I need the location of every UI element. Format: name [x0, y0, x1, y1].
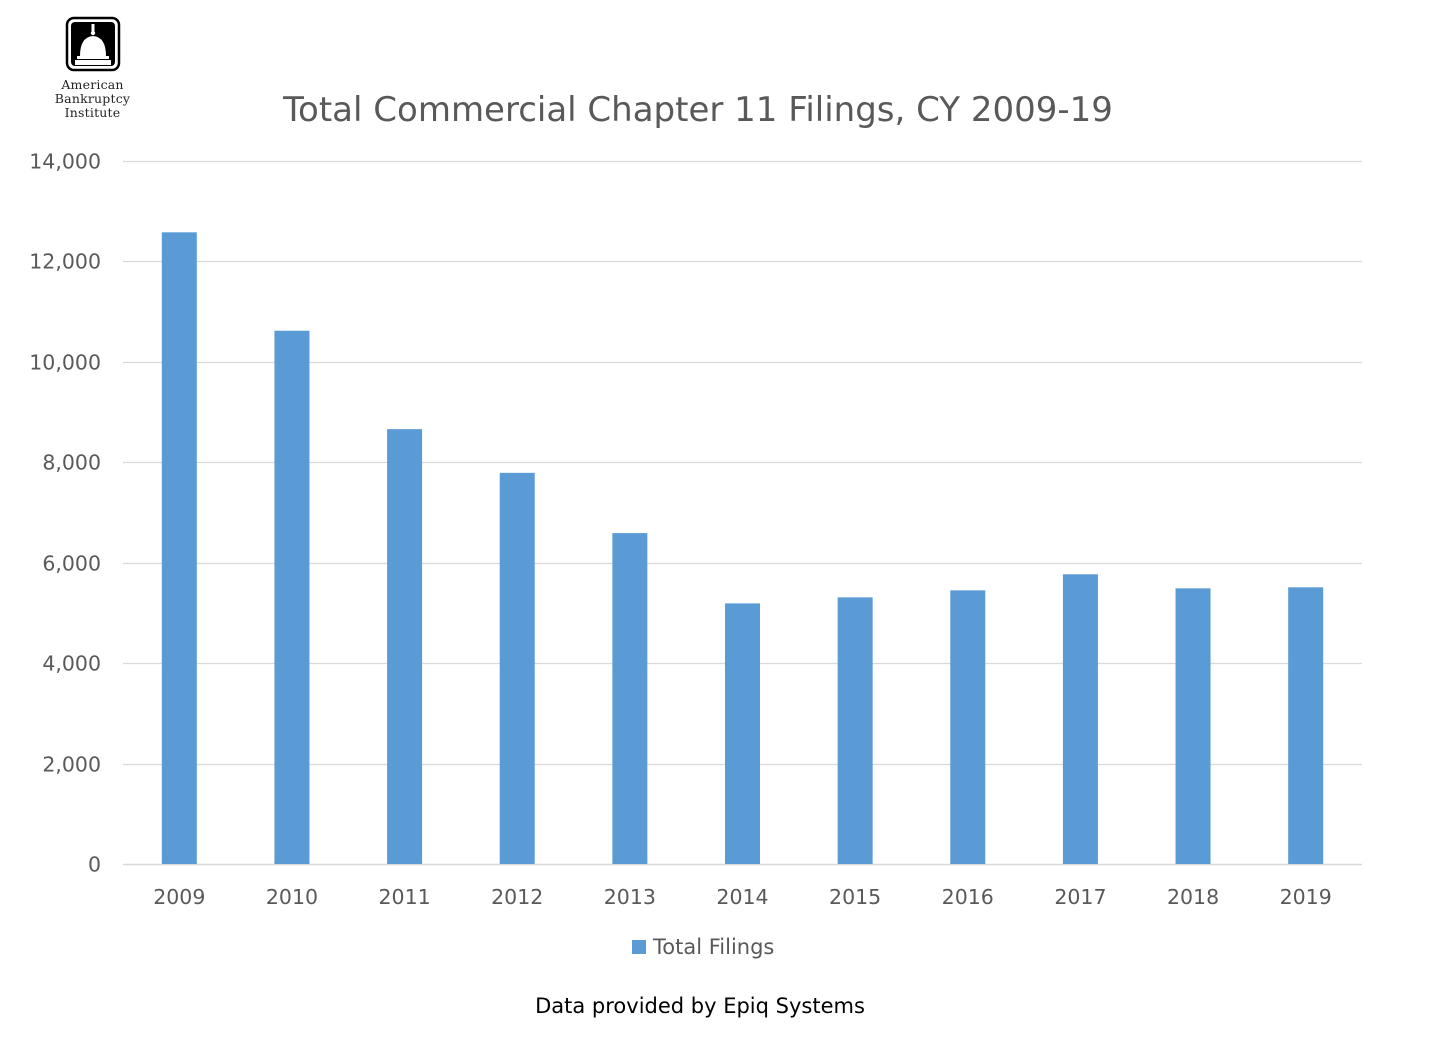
bars	[161, 232, 1324, 865]
legend-swatch	[632, 940, 646, 954]
y-tick-label: 10,000	[29, 351, 101, 375]
x-tick-label: 2009	[153, 885, 205, 909]
y-tick-label: 6,000	[42, 552, 101, 576]
bar-2016	[950, 590, 986, 864]
bar-2012	[499, 472, 535, 864]
x-axis-ticks: 2009 2010 2011 2012 2013 2014 2015 2016 2017 2018…	[153, 885, 1332, 909]
y-tick-label: 0	[88, 853, 101, 877]
x-tick-label: 2011	[379, 885, 431, 909]
bar-2013	[612, 533, 648, 864]
x-tick-label: 2012	[491, 885, 543, 909]
x-tick-label: 2013	[604, 885, 656, 909]
y-axis-ticks: 0 2,000 4,000 6,000 8,000 10,000 12,000 14,000	[29, 150, 101, 877]
x-tick-label: 2014	[716, 885, 768, 909]
logo: American Bankruptcy Institute	[40, 16, 145, 126]
x-tick-label: 2017	[1054, 885, 1106, 909]
logo-text-line-3: Institute	[64, 105, 121, 120]
y-tick-label: 8,000	[42, 451, 101, 475]
x-tick-label: 2010	[266, 885, 318, 909]
y-tick-label: 12,000	[29, 250, 101, 274]
capitol-dome-icon	[65, 16, 121, 72]
bar-2019	[1288, 587, 1324, 864]
logo-text-line-1: American	[61, 77, 124, 92]
x-tick-label: 2015	[829, 885, 881, 909]
legend: Total Filings	[632, 935, 774, 959]
logo-text-line-2: Bankruptcy	[54, 91, 131, 106]
bar-2015	[837, 597, 873, 864]
y-tick-label: 4,000	[42, 652, 101, 676]
legend-label: Total Filings	[652, 935, 774, 959]
bar-2018	[1175, 588, 1211, 864]
y-tick-label: 14,000	[29, 150, 101, 174]
bar-2017	[1062, 574, 1098, 864]
x-tick-label: 2016	[942, 885, 994, 909]
bar-2009	[161, 232, 197, 864]
x-tick-label: 2019	[1280, 885, 1332, 909]
chart-title: Total Commercial Chapter 11 Filings, CY …	[282, 90, 1113, 130]
bar-2010	[274, 330, 310, 865]
x-tick-label: 2018	[1167, 885, 1219, 909]
y-tick-label: 2,000	[42, 753, 101, 777]
source-note: Data provided by Epiq Systems	[535, 994, 865, 1018]
bar-2011	[387, 429, 423, 864]
bar-2014	[725, 603, 760, 864]
